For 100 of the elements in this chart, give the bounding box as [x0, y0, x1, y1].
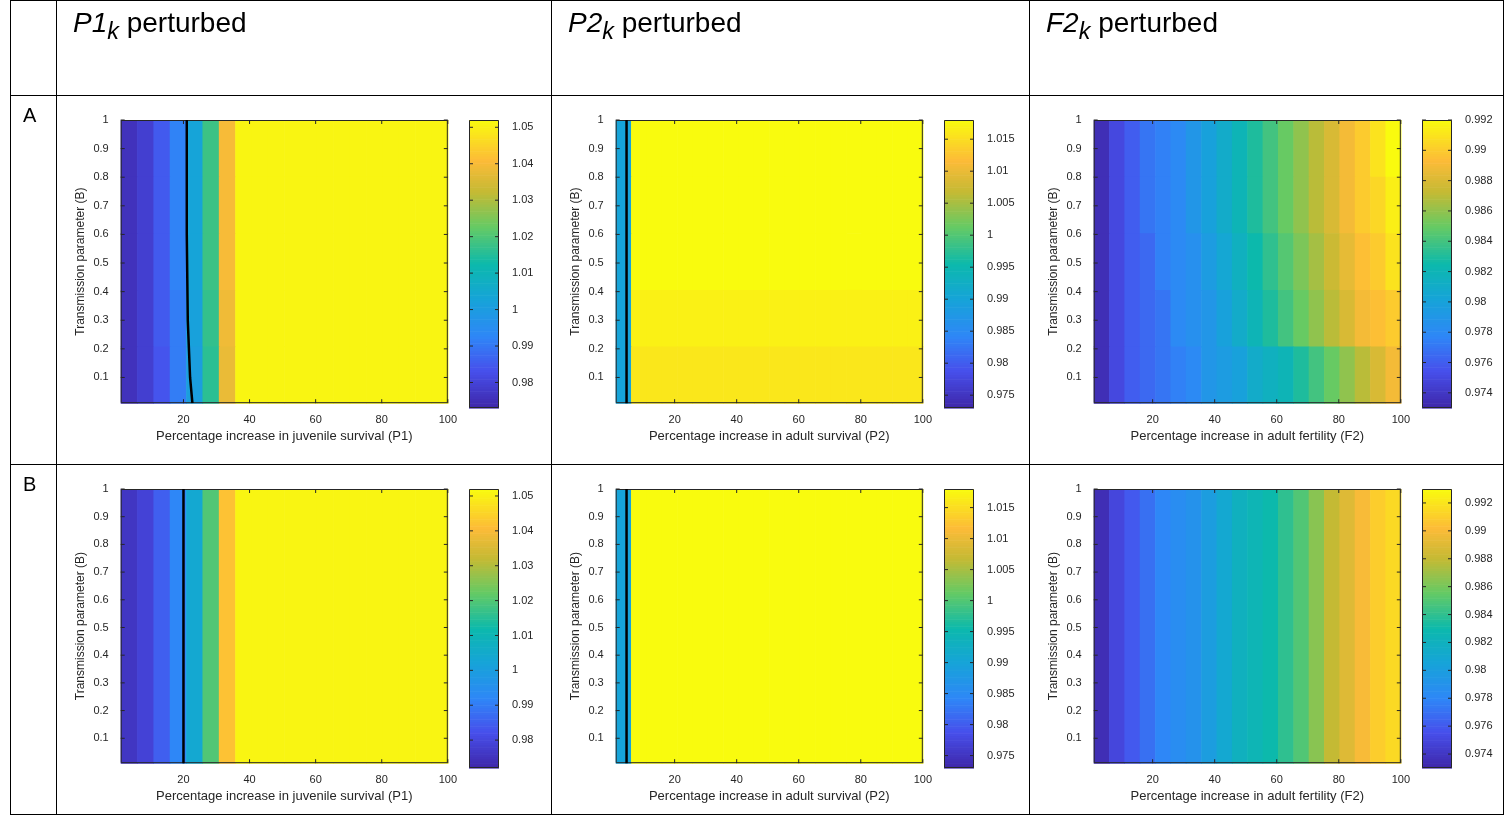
x-tick-label: 20	[177, 412, 190, 425]
x-tick-label: 20	[668, 772, 681, 785]
y-tick-label: 0.5	[588, 620, 604, 633]
y-tick-label: 0.1	[1066, 370, 1082, 383]
y-tick-label: 0.5	[588, 256, 604, 269]
color-bar-label: 0.99	[512, 339, 534, 352]
color-bar-label: 1	[987, 593, 994, 606]
y-tick-label: 0.4	[93, 648, 109, 661]
x-tick-label: 20	[668, 412, 681, 425]
y-tick-label: 1	[1075, 482, 1082, 495]
y-tick-label: 0.2	[93, 341, 109, 354]
color-bar-label: 1.03	[512, 558, 534, 571]
color-bar-label: 0.988	[1465, 173, 1493, 186]
color-bar-label: 1	[512, 302, 519, 315]
y-tick-label: 1	[1075, 113, 1082, 126]
y-tick-label: 0.8	[93, 537, 109, 550]
color-bar-label: 0.976	[1465, 355, 1493, 368]
y-tick-label: 0.8	[588, 170, 604, 183]
chart-title: P1$_{k}$ perturbed	[73, 7, 247, 44]
x-tick-label: 40	[730, 412, 743, 425]
x-axis-title: Percentage increase in adult survival (P2)	[648, 427, 890, 443]
y-axis-title: Transmission parameter (B)	[1045, 187, 1060, 336]
y-tick-label: 0.3	[93, 675, 109, 688]
color-bar-label: 0.982	[1465, 264, 1493, 277]
color-bar-label: 0.984	[1465, 234, 1493, 247]
x-axis-title: Percentage increase in adult fertility (F2)	[1130, 787, 1364, 803]
y-tick-label: 1	[597, 113, 604, 126]
color-bar-label: 0.978	[1465, 691, 1493, 704]
y-tick-label: 0.7	[1066, 565, 1082, 578]
y-tick-label: 0.4	[93, 284, 109, 297]
y-axis-title: Transmission parameter (B)	[567, 187, 582, 336]
color-bar-label: 0.975	[987, 388, 1015, 401]
color-bar-label: 1.04	[512, 523, 534, 536]
y-tick-label: 0.3	[588, 313, 604, 326]
x-tick-label: 100	[913, 772, 932, 785]
y-tick-label: 0.2	[588, 703, 604, 716]
y-tick-label: 0.5	[93, 256, 109, 269]
y-tick-label: 0.1	[93, 370, 109, 383]
color-bar-label: 1.015	[987, 132, 1015, 145]
x-tick-label: 80	[1332, 772, 1345, 785]
x-tick-label: 80	[854, 772, 867, 785]
color-bar-label: 0.98	[1465, 663, 1487, 676]
color-bar-label: 0.986	[1465, 579, 1493, 592]
color-bar-label: 1.01	[512, 266, 534, 279]
y-tick-label: 0.9	[588, 509, 604, 522]
x-tick-label: 100	[438, 772, 457, 785]
y-tick-label: 0.7	[93, 198, 109, 211]
color-bar-label: 1.02	[512, 229, 534, 242]
y-tick-label: 0.5	[93, 620, 109, 633]
y-tick-label: 0.6	[588, 227, 604, 240]
color-bar-label: 0.974	[1465, 385, 1493, 398]
chart-title: P2$_{k}$ perturbed	[568, 7, 742, 44]
y-tick-label: 0.8	[93, 170, 109, 183]
x-tick-label: 80	[375, 412, 388, 425]
y-tick-label: 0.8	[1066, 537, 1082, 550]
color-bar-label: 0.98	[987, 717, 1009, 730]
color-bar-label: 1.005	[987, 562, 1015, 575]
color-bar-label: 0.988	[1465, 551, 1493, 564]
x-tick-label: 60	[309, 772, 322, 785]
x-tick-label: 100	[913, 412, 932, 425]
y-tick-label: 0.9	[588, 141, 604, 154]
y-tick-label: 0.2	[93, 703, 109, 716]
y-tick-label: 1	[102, 482, 109, 495]
chart-title: F2$_{k}$ perturbed	[1046, 7, 1218, 44]
x-tick-label: 40	[1208, 772, 1221, 785]
x-tick-label: 60	[309, 412, 322, 425]
color-bar-label: 1.005	[987, 196, 1015, 209]
y-tick-label: 0.3	[93, 313, 109, 326]
color-bar-label: 0.986	[1465, 203, 1493, 216]
y-tick-label: 0.9	[93, 509, 109, 522]
color-bar-label: 0.976	[1465, 719, 1493, 732]
x-tick-label: 100	[438, 412, 457, 425]
color-bar-label: 0.98	[1465, 294, 1487, 307]
color-bar-label: 1.04	[512, 156, 534, 169]
color-bar-label: 1.01	[987, 164, 1009, 177]
x-tick-label: 80	[1332, 412, 1345, 425]
y-tick-label: 0.7	[588, 565, 604, 578]
y-tick-label: 0.6	[93, 227, 109, 240]
y-tick-label: 0.6	[1066, 227, 1082, 240]
color-bar-label: 1.05	[512, 120, 534, 133]
y-tick-label: 1	[102, 113, 109, 126]
x-tick-label: 60	[792, 772, 805, 785]
color-bar-label: 0.975	[987, 748, 1015, 761]
color-bar-label: 0.99	[987, 292, 1009, 305]
color-bar-label: 1.015	[987, 500, 1015, 513]
y-tick-label: 0.2	[1066, 341, 1082, 354]
x-tick-label: 100	[1391, 772, 1410, 785]
y-tick-label: 1	[597, 482, 604, 495]
color-bar-label: 1	[987, 228, 994, 241]
text: B	[23, 473, 38, 496]
y-tick-label: 0.1	[588, 731, 604, 744]
color-bar-label: 0.984	[1465, 607, 1493, 620]
y-tick-label: 0.6	[93, 592, 109, 605]
color-bar-label: 0.992	[1465, 495, 1493, 508]
y-tick-label: 0.7	[1066, 198, 1082, 211]
x-tick-label: 40	[1208, 412, 1221, 425]
color-bar-label: 0.99	[512, 698, 534, 711]
y-tick-label: 0.3	[1066, 675, 1082, 688]
x-tick-label: 80	[375, 772, 388, 785]
x-tick-label: 100	[1391, 412, 1410, 425]
